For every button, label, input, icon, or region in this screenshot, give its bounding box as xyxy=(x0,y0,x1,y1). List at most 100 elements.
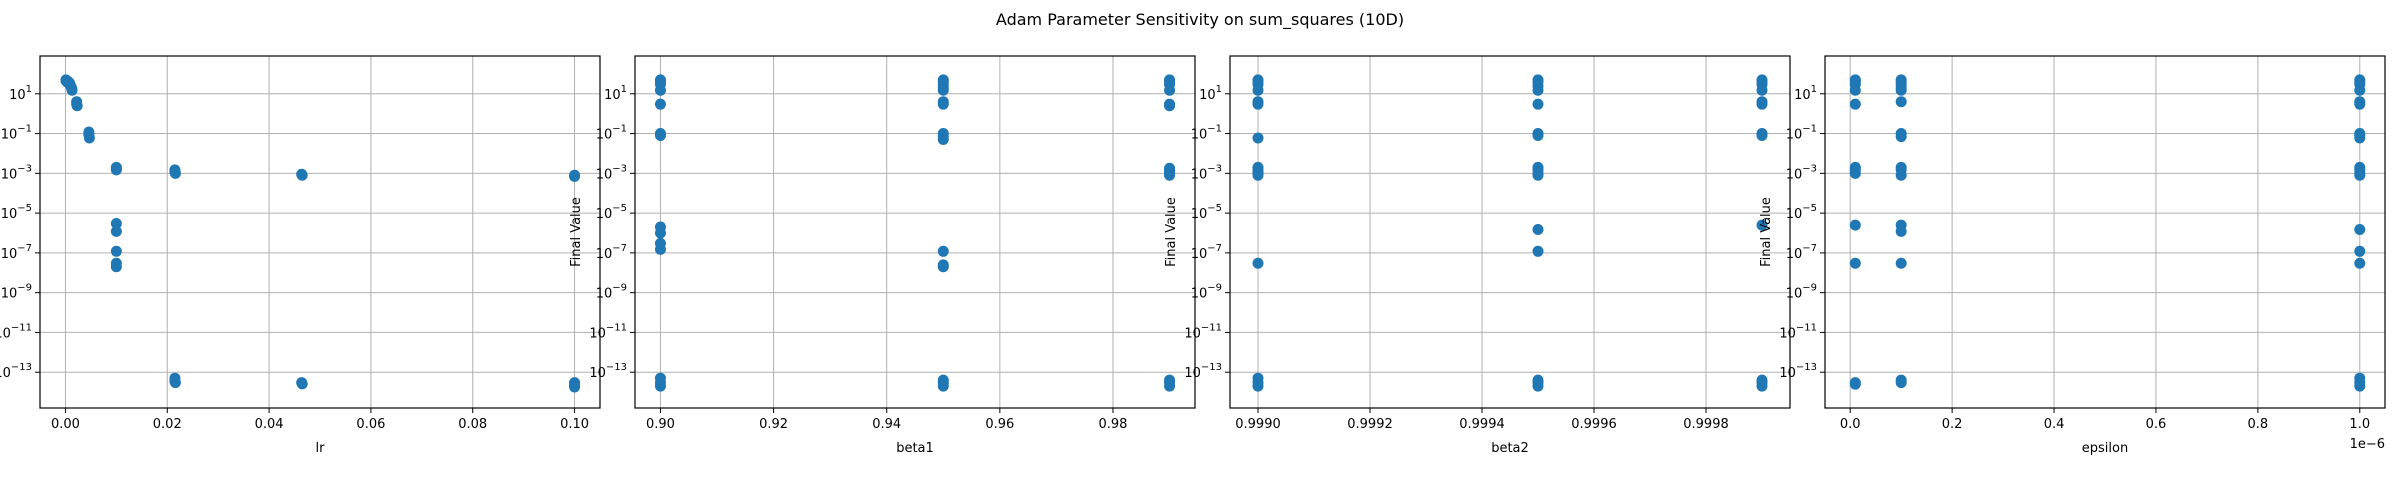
y-axis-label: Final Value xyxy=(1164,197,1179,267)
data-point xyxy=(654,84,666,96)
y-tick-label: 10−5 xyxy=(1786,203,1817,222)
data-point xyxy=(110,225,122,237)
x-tick-label: 0.4 xyxy=(2044,417,2065,432)
data-point xyxy=(937,261,949,273)
data-point xyxy=(2354,245,2366,257)
x-tick-label: 0.96 xyxy=(985,417,1014,432)
data-point xyxy=(1532,84,1544,96)
data-point xyxy=(937,245,949,257)
data-point xyxy=(654,227,666,239)
data-point xyxy=(110,261,122,273)
axes-frame xyxy=(39,55,601,409)
data-point xyxy=(66,84,78,96)
y-tick-label: 10−3 xyxy=(596,163,627,182)
data-point xyxy=(1849,167,1861,179)
axes-frame xyxy=(1824,55,2386,409)
data-point xyxy=(654,380,666,392)
data-point xyxy=(1895,257,1907,269)
data-point xyxy=(1532,223,1544,235)
data-point xyxy=(1252,98,1264,110)
data-point xyxy=(1252,84,1264,96)
data-point xyxy=(1252,169,1264,181)
data-point xyxy=(2354,380,2366,392)
x-tick-label: 0.00 xyxy=(51,417,80,432)
x-tick-label: 0.9992 xyxy=(1347,417,1393,432)
y-tick-label: 10−13 xyxy=(0,362,32,381)
axes-frame xyxy=(634,55,1196,409)
x-tick-label: 0.2 xyxy=(1942,417,1963,432)
x-tick-label: 0.9998 xyxy=(1683,417,1729,432)
data-point xyxy=(937,84,949,96)
x-tick-label: 0.0 xyxy=(1840,417,1861,432)
y-tick-label: 10−1 xyxy=(1191,124,1222,143)
data-point xyxy=(1849,84,1861,96)
data-point xyxy=(2354,98,2366,110)
data-point xyxy=(1849,219,1861,231)
data-point xyxy=(1849,378,1861,390)
data-point xyxy=(654,129,666,141)
figure-title: Adam Parameter Sensitivity on sum_square… xyxy=(995,10,1405,29)
y-tick-label: 10−7 xyxy=(596,243,627,262)
y-tick-label: 10−13 xyxy=(1779,362,1817,381)
y-tick-label: 10−9 xyxy=(596,283,627,302)
y-tick-label: 10−11 xyxy=(589,322,627,341)
axes-frame xyxy=(1229,55,1791,409)
y-axis-label: Final Value xyxy=(1759,197,1774,267)
data-point xyxy=(2354,84,2366,96)
data-point xyxy=(2354,257,2366,269)
x-tick-label: 0.06 xyxy=(356,417,385,432)
x-tick-label: 0.92 xyxy=(759,417,788,432)
data-point xyxy=(1849,257,1861,269)
data-point xyxy=(71,100,83,112)
y-tick-label: 10−11 xyxy=(1184,322,1222,341)
y-tick-label: 10−7 xyxy=(1786,243,1817,262)
data-point xyxy=(1849,98,1861,110)
x-tick-label: 0.9996 xyxy=(1571,417,1617,432)
y-tick-label: 10−11 xyxy=(1779,322,1817,341)
data-point xyxy=(1895,169,1907,181)
data-point xyxy=(1895,96,1907,108)
x-tick-label: 0.6 xyxy=(2146,417,2167,432)
x-tick-label: 0.9994 xyxy=(1459,417,1505,432)
x-tick-label: 0.10 xyxy=(560,417,589,432)
x-tick-label: 0.04 xyxy=(255,417,284,432)
data-point xyxy=(1532,245,1544,257)
data-point xyxy=(1532,129,1544,141)
data-point xyxy=(296,378,308,390)
data-point xyxy=(1164,380,1176,392)
y-tick-label: 10−5 xyxy=(1191,203,1222,222)
y-tick-label: 101 xyxy=(1199,84,1222,103)
data-point xyxy=(654,243,666,255)
x-tick-label: 0.98 xyxy=(1099,417,1128,432)
data-point xyxy=(569,381,581,393)
x-tick-label: 0.8 xyxy=(2248,417,2269,432)
y-tick-label: 101 xyxy=(1794,84,1817,103)
data-point xyxy=(1895,84,1907,96)
y-tick-label: 101 xyxy=(604,84,627,103)
y-tick-label: 10−7 xyxy=(1191,243,1222,262)
x-tick-label: 1.0 xyxy=(2349,417,2370,432)
x-axis-label: epsilon xyxy=(2082,441,2128,456)
y-tick-label: 10−13 xyxy=(589,362,627,381)
data-point xyxy=(654,98,666,110)
data-point xyxy=(169,167,181,179)
data-point xyxy=(1532,380,1544,392)
data-point xyxy=(110,164,122,176)
y-tick-label: 10−13 xyxy=(1184,362,1222,381)
data-point xyxy=(1164,84,1176,96)
y-tick-label: 10−7 xyxy=(1,243,32,262)
y-tick-label: 10−1 xyxy=(1,124,32,143)
y-tick-label: 101 xyxy=(9,84,32,103)
data-point xyxy=(1164,169,1176,181)
data-point xyxy=(2354,132,2366,144)
y-tick-label: 10−9 xyxy=(1786,283,1817,302)
y-tick-label: 10−1 xyxy=(596,124,627,143)
data-point xyxy=(1895,225,1907,237)
data-point xyxy=(2354,169,2366,181)
data-point xyxy=(1252,380,1264,392)
x-axis-label: lr xyxy=(316,441,326,456)
x-axis-label: beta2 xyxy=(1491,441,1529,456)
data-point xyxy=(1252,257,1264,269)
y-tick-label: 10−11 xyxy=(0,322,32,341)
subplot-beta2: 0.9990 0.9992 0.9994 0.9996 0.9998 101 10−1 10−… xyxy=(1164,55,1791,456)
